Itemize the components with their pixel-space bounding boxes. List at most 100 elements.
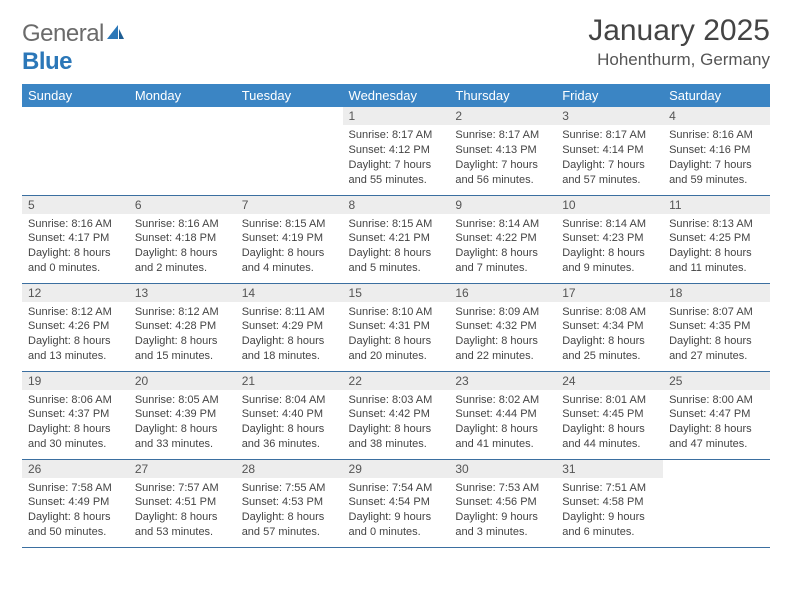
day-daylight: Daylight: 8 hours and 9 minutes.: [562, 246, 657, 276]
weekday-header: Sunday: [22, 84, 129, 107]
day-content: Sunrise: 8:17 AMSunset: 4:14 PMDaylight:…: [556, 125, 663, 191]
day-daylight: Daylight: 7 hours and 55 minutes.: [349, 158, 444, 188]
calendar-table: SundayMondayTuesdayWednesdayThursdayFrid…: [22, 84, 770, 548]
day-number: 23: [449, 372, 556, 390]
day-daylight: Daylight: 8 hours and 38 minutes.: [349, 422, 444, 452]
day-sunrise: Sunrise: 8:15 AM: [242, 217, 337, 232]
day-sunrise: Sunrise: 7:51 AM: [562, 481, 657, 496]
day-sunrise: Sunrise: 7:54 AM: [349, 481, 444, 496]
day-content: Sunrise: 8:04 AMSunset: 4:40 PMDaylight:…: [236, 390, 343, 456]
day-number: 8: [343, 196, 450, 214]
calendar-day-cell: 28Sunrise: 7:55 AMSunset: 4:53 PMDayligh…: [236, 459, 343, 547]
day-number: 28: [236, 460, 343, 478]
calendar-day-cell: 26Sunrise: 7:58 AMSunset: 4:49 PMDayligh…: [22, 459, 129, 547]
weekday-header: Saturday: [663, 84, 770, 107]
day-daylight: Daylight: 9 hours and 6 minutes.: [562, 510, 657, 540]
day-sunset: Sunset: 4:34 PM: [562, 319, 657, 334]
day-sunrise: Sunrise: 8:05 AM: [135, 393, 230, 408]
day-number: 30: [449, 460, 556, 478]
day-sunrise: Sunrise: 8:08 AM: [562, 305, 657, 320]
day-number: 31: [556, 460, 663, 478]
day-sunset: Sunset: 4:26 PM: [28, 319, 123, 334]
day-daylight: Daylight: 7 hours and 57 minutes.: [562, 158, 657, 188]
day-sunset: Sunset: 4:35 PM: [669, 319, 764, 334]
day-daylight: Daylight: 8 hours and 15 minutes.: [135, 334, 230, 364]
day-sunrise: Sunrise: 7:55 AM: [242, 481, 337, 496]
day-sunrise: Sunrise: 8:17 AM: [455, 128, 550, 143]
day-content: Sunrise: 8:01 AMSunset: 4:45 PMDaylight:…: [556, 390, 663, 456]
day-daylight: Daylight: 8 hours and 57 minutes.: [242, 510, 337, 540]
day-sunrise: Sunrise: 8:06 AM: [28, 393, 123, 408]
day-daylight: Daylight: 8 hours and 20 minutes.: [349, 334, 444, 364]
day-sunset: Sunset: 4:47 PM: [669, 407, 764, 422]
day-number: 22: [343, 372, 450, 390]
day-sunrise: Sunrise: 8:11 AM: [242, 305, 337, 320]
day-content: Sunrise: 7:58 AMSunset: 4:49 PMDaylight:…: [22, 478, 129, 544]
logo-sail-icon: [105, 20, 125, 48]
day-sunrise: Sunrise: 7:58 AM: [28, 481, 123, 496]
day-sunset: Sunset: 4:18 PM: [135, 231, 230, 246]
title-block: January 2025 Hohenthurm, Germany: [588, 14, 770, 70]
calendar-day-cell: 22Sunrise: 8:03 AMSunset: 4:42 PMDayligh…: [343, 371, 450, 459]
day-number: 18: [663, 284, 770, 302]
day-daylight: Daylight: 8 hours and 13 minutes.: [28, 334, 123, 364]
weekday-header: Monday: [129, 84, 236, 107]
day-daylight: Daylight: 8 hours and 36 minutes.: [242, 422, 337, 452]
calendar-day-cell: 24Sunrise: 8:01 AMSunset: 4:45 PMDayligh…: [556, 371, 663, 459]
day-content: Sunrise: 8:09 AMSunset: 4:32 PMDaylight:…: [449, 302, 556, 368]
calendar-day-cell: 19 Sunrise: 8:06 AMSunset: 4:37 PMDayligh…: [22, 371, 129, 459]
day-content: Sunrise: 7:51 AMSunset: 4:58 PMDaylight:…: [556, 478, 663, 544]
calendar-day-cell: 31Sunrise: 7:51 AMSunset: 4:58 PMDayligh…: [556, 459, 663, 547]
weekday-header: Friday: [556, 84, 663, 107]
day-number: 27: [129, 460, 236, 478]
calendar-week-row: 5Sunrise: 8:16 AMSunset: 4:17 PMDaylight…: [22, 195, 770, 283]
day-daylight: Daylight: 8 hours and 47 minutes.: [669, 422, 764, 452]
calendar-body: 1Sunrise: 8:17 AMSunset: 4:12 PMDaylight…: [22, 107, 770, 547]
day-daylight: Daylight: 8 hours and 30 minutes.: [28, 422, 123, 452]
calendar-day-cell: 25Sunrise: 8:00 AMSunset: 4:47 PMDayligh…: [663, 371, 770, 459]
day-daylight: Daylight: 8 hours and 5 minutes.: [349, 246, 444, 276]
day-number: 24: [556, 372, 663, 390]
calendar-day-cell: 1Sunrise: 8:17 AMSunset: 4:12 PMDaylight…: [343, 107, 450, 195]
calendar-day-cell: [129, 107, 236, 195]
calendar-header-row: SundayMondayTuesdayWednesdayThursdayFrid…: [22, 84, 770, 107]
day-sunrise: Sunrise: 8:16 AM: [135, 217, 230, 232]
day-sunset: Sunset: 4:53 PM: [242, 495, 337, 510]
calendar-day-cell: 12Sunrise: 8:12 AMSunset: 4:26 PMDayligh…: [22, 283, 129, 371]
day-content: Sunrise: 8:02 AMSunset: 4:44 PMDaylight:…: [449, 390, 556, 456]
day-sunset: Sunset: 4:31 PM: [349, 319, 444, 334]
day-sunset: Sunset: 4:13 PM: [455, 143, 550, 158]
calendar-day-cell: 27Sunrise: 7:57 AMSunset: 4:51 PMDayligh…: [129, 459, 236, 547]
header: General Blue January 2025 Hohenthurm, Ge…: [22, 14, 770, 76]
day-sunset: Sunset: 4:21 PM: [349, 231, 444, 246]
calendar-day-cell: 6Sunrise: 8:16 AMSunset: 4:18 PMDaylight…: [129, 195, 236, 283]
day-daylight: Daylight: 8 hours and 2 minutes.: [135, 246, 230, 276]
day-number: 11: [663, 196, 770, 214]
day-sunrise: Sunrise: 7:53 AM: [455, 481, 550, 496]
weekday-header: Wednesday: [343, 84, 450, 107]
day-sunrise: Sunrise: 8:10 AM: [349, 305, 444, 320]
day-daylight: Daylight: 8 hours and 0 minutes.: [28, 246, 123, 276]
day-number: 5: [22, 196, 129, 214]
day-number: 17: [556, 284, 663, 302]
day-number: 1: [343, 107, 450, 125]
day-content: Sunrise: 8:11 AMSunset: 4:29 PMDaylight:…: [236, 302, 343, 368]
calendar-day-cell: 29Sunrise: 7:54 AMSunset: 4:54 PMDayligh…: [343, 459, 450, 547]
day-sunset: Sunset: 4:23 PM: [562, 231, 657, 246]
calendar-day-cell: 8Sunrise: 8:15 AMSunset: 4:21 PMDaylight…: [343, 195, 450, 283]
calendar-day-cell: 20Sunrise: 8:05 AMSunset: 4:39 PMDayligh…: [129, 371, 236, 459]
month-title: January 2025: [588, 14, 770, 48]
calendar-week-row: 19Sunrise: 8:06 AMSunset: 4:37 PMDayligh…: [22, 371, 770, 459]
day-number: 13: [129, 284, 236, 302]
day-sunrise: Sunrise: 8:00 AM: [669, 393, 764, 408]
day-sunset: Sunset: 4:37 PM: [28, 407, 123, 422]
day-sunrise: Sunrise: 8:04 AM: [242, 393, 337, 408]
day-sunrise: Sunrise: 8:12 AM: [28, 305, 123, 320]
day-content: Sunrise: 7:53 AMSunset: 4:56 PMDaylight:…: [449, 478, 556, 544]
day-number: 3: [556, 107, 663, 125]
day-content: Sunrise: 7:55 AMSunset: 4:53 PMDaylight:…: [236, 478, 343, 544]
day-sunset: Sunset: 4:14 PM: [562, 143, 657, 158]
day-sunset: Sunset: 4:54 PM: [349, 495, 444, 510]
day-number: 19: [22, 372, 129, 390]
day-content: Sunrise: 7:57 AMSunset: 4:51 PMDaylight:…: [129, 478, 236, 544]
